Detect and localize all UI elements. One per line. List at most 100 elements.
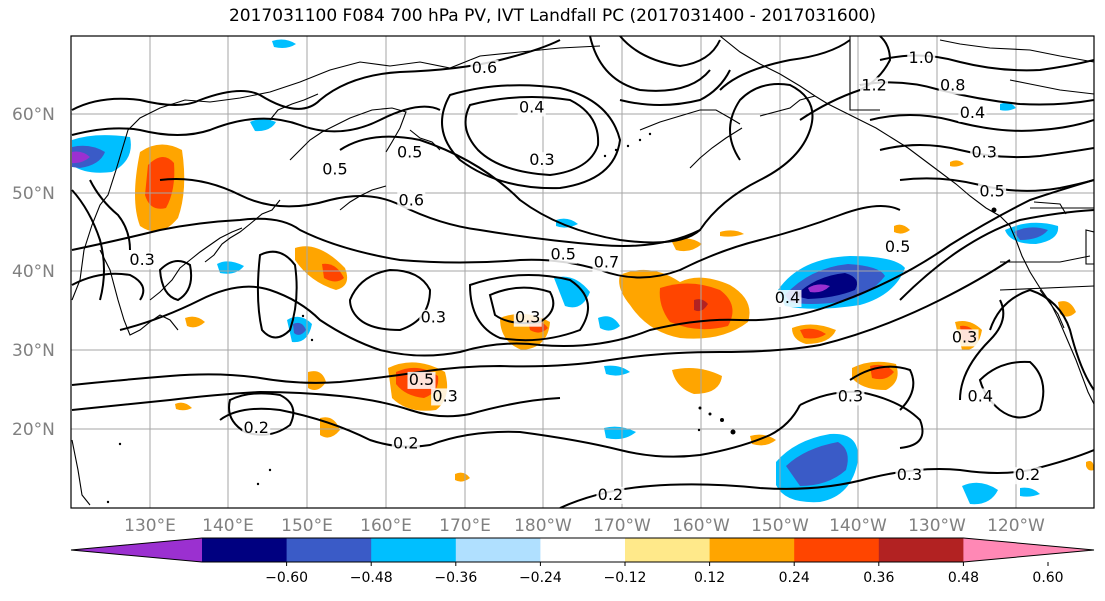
colorbar-tick-label: 0.12 [694,570,725,586]
colorbar-tick-label: −0.36 [434,570,477,586]
contour-label: 0.2 [393,434,418,453]
lon-label-170e: 170°E [439,516,491,536]
contour-label-bg [950,329,979,347]
contour-label-bg [773,290,802,307]
colorbar-segment [286,538,372,562]
contour-label: 1.0 [909,48,934,67]
contour-label: 0.2 [244,418,269,437]
contour-label: 0.5 [409,370,434,389]
colorbar-segment [709,538,795,562]
contour-label: 0.4 [519,97,544,116]
colorbar-tick-label: −0.48 [350,570,393,586]
contour-label: 0.3 [432,386,457,405]
contour-label-bg [527,152,556,170]
contour-label-bg [517,99,546,117]
lon-label-130w: 130°W [908,516,966,536]
contour-label-bg [395,144,424,162]
lon-label-120w: 120°W [987,516,1045,536]
colorbar-tick-label: 0.48 [948,570,979,586]
lat-label-40n: 40°N [12,262,55,282]
lon-label-150e: 150°E [281,516,333,536]
colorbar: −0.60 −0.48 −0.36 −0.24 −0.12 0.12 0.24 0.36 0.4… [70,537,1095,586]
contour-label-bg [419,309,448,327]
contour-label: 0.2 [598,485,623,504]
contour-label-bg [470,60,499,78]
contour-label: 0.4 [968,386,993,405]
map-frame [70,35,1095,509]
contour-labels: 0.60.40.30.50.60.50.30.40.5 0.70.3 0.30.50… [128,48,1042,504]
contour-label-bg [397,192,426,210]
contour-label-bg [128,252,157,270]
contour-label-bg [836,388,865,406]
contour-label: 1.2 [861,75,886,94]
contour-label: 0.3 [515,308,540,327]
contour-label: 0.8 [940,75,965,94]
contour-label-bg [860,77,889,95]
lon-label-160w: 160°W [672,516,730,536]
colorbar-tick-label: −0.12 [604,570,647,586]
contour-label: 0.3 [421,308,446,327]
contour-label: 0.3 [529,150,554,169]
lon-label-180w: 180°W [514,516,572,536]
contour-label: 0.5 [979,182,1004,201]
latitude-labels: 20°N 30°N 40°N 50°N 60°N [12,105,55,440]
contour-label-bg [592,254,621,272]
contour-label-bg [407,371,436,389]
contour-label: 0.5 [550,245,575,264]
colorbar-tick-label: −0.24 [519,570,562,586]
contour-label-bg [431,388,460,406]
contour-label: 0.3 [129,250,154,269]
colorbar-tick-label: 0.60 [1032,570,1063,586]
colorbar-segment [540,538,626,562]
contour-label-bg [549,246,578,264]
contour-label-bg [958,104,987,122]
colorbar-segment [371,538,457,562]
contour-label: 0.5 [397,142,422,161]
contour-label-bg [320,161,349,179]
colorbar-tick-label: 0.36 [863,570,894,586]
contour-label-bg [391,435,420,453]
islands [106,132,997,504]
colorbar-tick-label: 0.24 [779,570,810,586]
colorbar-segment [455,538,541,562]
contour-label: 0.3 [952,327,977,346]
colorbar-segment [202,538,288,562]
contour-label-bg [970,144,999,162]
contour-label: 0.3 [838,386,863,405]
colorbar-extend-min [71,538,202,562]
lon-label-160e: 160°E [360,516,412,536]
contour-label-bg [242,419,271,437]
lat-label-60n: 60°N [12,105,55,125]
contour-label: 0.6 [399,190,424,209]
colorbar-tick-label: −0.60 [265,570,308,586]
lon-label-140w: 140°W [829,516,887,536]
lon-label-130e: 130°E [124,516,176,536]
colorbar-segment [794,538,880,562]
contour-label-bg [938,77,967,95]
contour-label: 0.2 [1015,465,1040,484]
longitude-labels: 130°E 140°E 150°E 160°E 170°E 180°W 170°… [124,516,1045,536]
pv-contours [71,36,1094,508]
contour-label-bg [883,238,912,256]
colorbar-segment [878,538,964,562]
contour-label-bg [513,309,542,327]
contour-label: 0.5 [885,237,910,256]
lat-label-30n: 30°N [12,341,55,361]
contour-label: 0.4 [960,103,985,122]
colorbar-extend-max [963,538,1094,562]
contour-label-bg [596,486,625,504]
contour-label-bg [895,467,924,485]
contour-label: 0.3 [897,465,922,484]
lat-label-20n: 20°N [12,420,55,440]
contour-label-bg [966,388,995,406]
contour-label: 0.3 [971,142,996,161]
contour-label: 0.7 [594,253,619,272]
contour-label-bg [1013,467,1042,485]
colorbar-segment [625,538,711,562]
lon-label-170w: 170°W [593,516,651,536]
lon-label-150w: 150°W [751,516,809,536]
contour-label: 0.6 [472,58,497,77]
contour-label-bg [978,183,1007,201]
map-title: 2017031100 F084 700 hPa PV, IVT Landfall… [228,6,876,26]
